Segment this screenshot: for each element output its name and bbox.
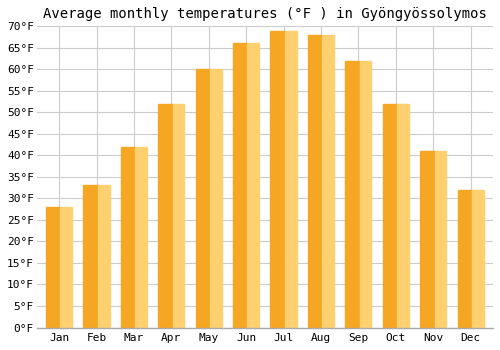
Bar — [121, 147, 136, 328]
Bar — [285, 30, 296, 328]
Bar — [172, 104, 184, 328]
Bar — [346, 61, 360, 328]
Bar — [233, 43, 248, 328]
Bar — [136, 147, 147, 328]
Bar — [98, 186, 110, 328]
Bar — [60, 207, 72, 328]
Bar — [210, 69, 222, 328]
Bar — [158, 104, 172, 328]
Bar — [360, 61, 372, 328]
Bar — [270, 30, 285, 328]
Bar — [84, 186, 98, 328]
Bar — [420, 151, 434, 328]
Bar — [322, 35, 334, 328]
Bar — [472, 190, 484, 328]
Bar — [434, 151, 446, 328]
Bar — [308, 35, 322, 328]
Bar — [196, 69, 210, 328]
Title: Average monthly temperatures (°F ) in Gyöngyössolymos: Average monthly temperatures (°F ) in Gy… — [43, 7, 487, 21]
Bar — [382, 104, 397, 328]
Bar — [46, 207, 60, 328]
Bar — [458, 190, 472, 328]
Bar — [397, 104, 409, 328]
Bar — [248, 43, 260, 328]
